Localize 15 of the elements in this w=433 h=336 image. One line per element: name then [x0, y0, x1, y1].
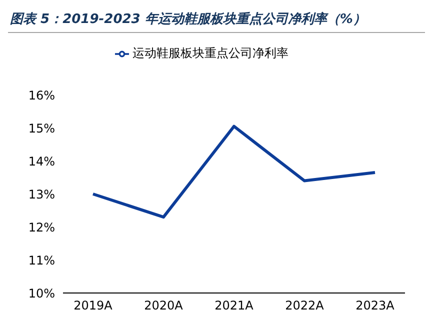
y-tick-label: 12%	[28, 220, 55, 234]
chart-title: 图表 5：2019-2023 年运动鞋服板块重点公司净利率（%）	[8, 8, 425, 33]
x-tick-label: 2021A	[214, 298, 254, 313]
y-tick-label: 14%	[28, 154, 55, 168]
line-series	[92, 124, 376, 219]
y-tick-label: 11%	[28, 253, 55, 268]
y-tick-label: 16%	[28, 88, 55, 102]
x-tick-label: 2019A	[74, 298, 114, 313]
x-tick-label: 2023A	[356, 298, 396, 313]
x-tick-label: 2020A	[144, 298, 184, 313]
y-tick-label: 15%	[28, 121, 55, 136]
x-tick-label: 2022A	[285, 298, 325, 313]
y-tick-label: 10%	[28, 286, 55, 300]
y-tick-label: 13%	[28, 187, 55, 202]
legend-label: 运动鞋服板块重点公司净利率	[132, 46, 288, 60]
